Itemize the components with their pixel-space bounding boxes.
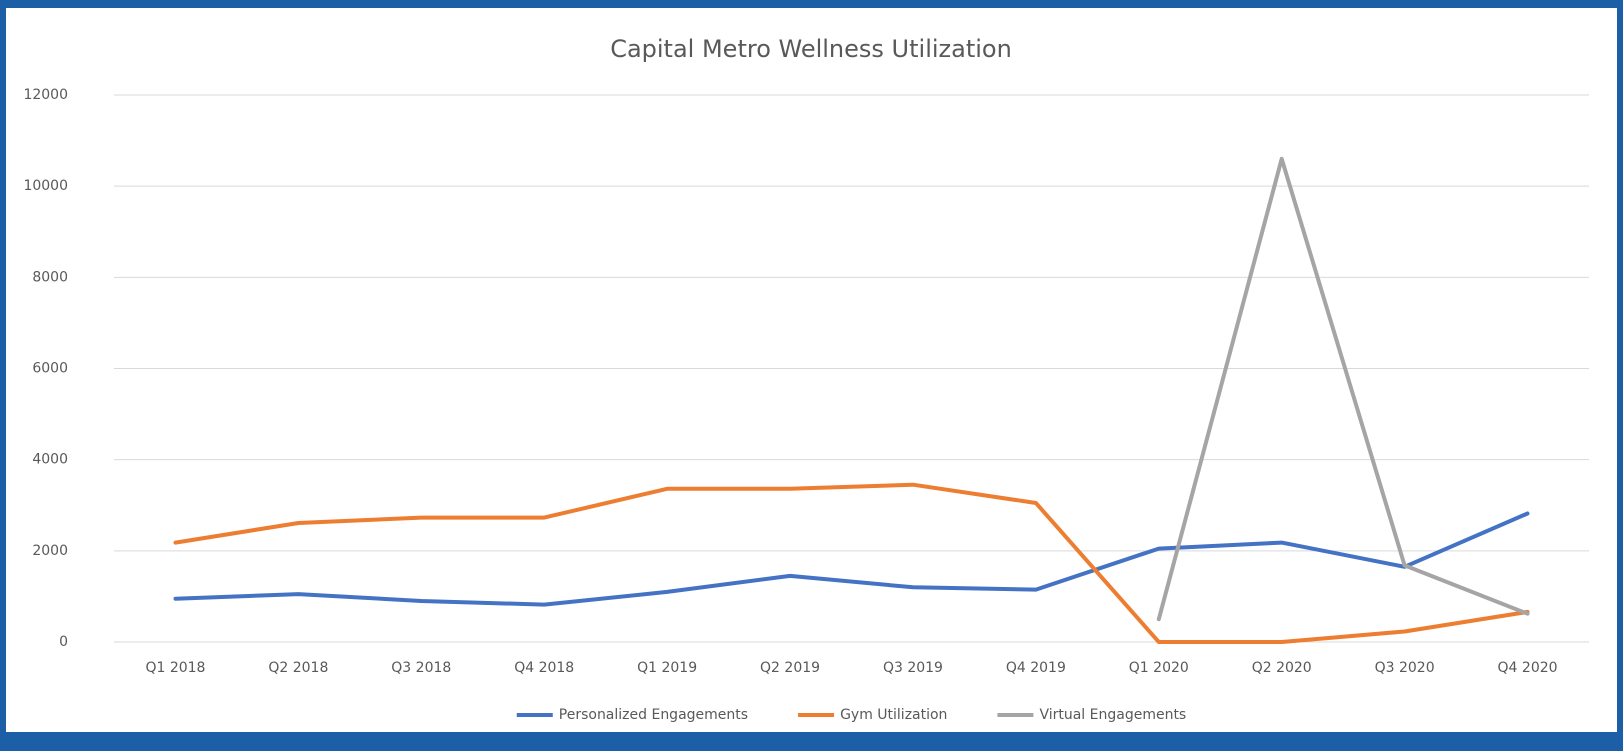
x-tick-label: Q1 2019 (637, 660, 697, 676)
series-line (173, 482, 1530, 644)
y-tick-label: 10000 (23, 178, 68, 194)
y-tick-label: 6000 (32, 361, 68, 377)
x-tick-label: Q4 2020 (1498, 660, 1558, 676)
y-tick-label: 12000 (23, 87, 68, 103)
series-line (1156, 156, 1530, 622)
legend-label: Personalized Engagements (559, 707, 748, 723)
x-tick-label: Q4 2019 (1006, 660, 1066, 676)
chart-title: Capital Metro Wellness Utilization (610, 35, 1012, 63)
x-tick-label: Q3 2020 (1375, 660, 1435, 676)
legend-label: Virtual Engagements (1039, 707, 1186, 723)
x-tick-label: Q4 2018 (514, 660, 574, 676)
x-tick-label: Q2 2020 (1252, 660, 1312, 676)
x-tick-label: Q3 2019 (883, 660, 943, 676)
x-tick-label: Q2 2019 (760, 660, 820, 676)
y-tick-label: 8000 (32, 269, 68, 285)
x-tick-label: Q2 2018 (268, 660, 328, 676)
x-tick-label: Q3 2018 (391, 660, 451, 676)
legend-label: Gym Utilization (840, 707, 947, 723)
chart: Capital Metro Wellness Utilization 0 2000… (23, 35, 1589, 723)
y-tick-label: 2000 (32, 543, 68, 559)
x-tick-label: Q1 2020 (1129, 660, 1189, 676)
series-line (173, 511, 1530, 607)
x-tick-label: Q1 2018 (145, 660, 205, 676)
frame: Capital Metro Wellness Utilization 0 2000… (6, 8, 1617, 732)
y-tick-label: 4000 (32, 452, 68, 468)
y-tick-label: 0 (59, 634, 68, 650)
